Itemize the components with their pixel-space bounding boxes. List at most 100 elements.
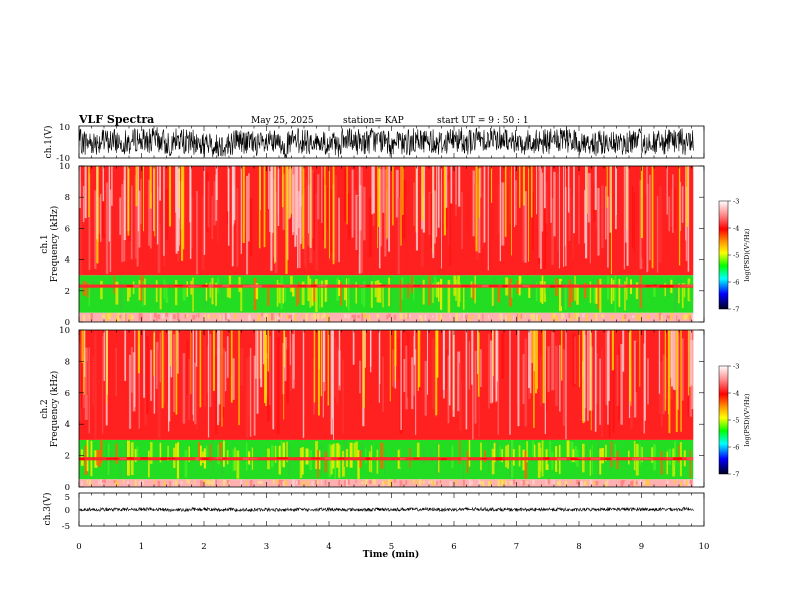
spectrogram-cell	[397, 198, 400, 275]
spectrogram-cell	[474, 350, 477, 424]
spectrogram-streak	[302, 166, 305, 249]
spectrogram-cell	[407, 282, 409, 299]
spectrogram-streak	[149, 166, 152, 209]
spectrogram-cell	[186, 340, 189, 396]
spectrogram-cell	[631, 315, 635, 318]
spectrogram-cell	[290, 342, 293, 392]
spectrogram-streak	[84, 166, 87, 219]
spectrogram-cell	[280, 479, 284, 487]
spectrogram-cell	[138, 280, 141, 301]
spectrogram-streak	[175, 330, 178, 415]
spectrogram-cell	[349, 312, 353, 321]
spectrogram-cell	[207, 479, 210, 486]
spectrogram-streak	[432, 166, 435, 259]
spectrogram-cell	[641, 447, 643, 463]
spectrogram-cell	[491, 285, 495, 306]
spectrogram-cell	[672, 174, 674, 233]
spectrogram-cell	[551, 332, 555, 391]
spectrogram-cell	[570, 441, 574, 463]
spectrogram-streak	[207, 330, 210, 438]
spectrogram-streak	[531, 330, 533, 364]
spectrogram-cell	[662, 354, 665, 415]
spectrogram-cell	[480, 197, 483, 271]
spectrogram-streak	[153, 330, 155, 376]
spectrogram-cell	[572, 449, 575, 462]
time-tick-label: 4	[326, 542, 331, 552]
spectrogram-cell	[604, 285, 611, 287]
ch1-waveform-panel: 10 -10 ch.1(V)	[43, 123, 705, 164]
spectrogram-cell	[301, 446, 304, 475]
spectrogram-cell	[347, 193, 351, 240]
spectrogram-cell	[510, 480, 514, 486]
spectrogram-cell	[363, 186, 366, 241]
spectrogram-cell	[186, 313, 189, 318]
spectrogram-cell	[689, 315, 692, 321]
spectrogram-cell	[587, 450, 590, 476]
spectrogram-cell	[413, 336, 415, 396]
spectrogram-cell	[247, 173, 250, 242]
spectrogram-cell	[560, 312, 564, 320]
spectrogram-cell	[514, 342, 518, 410]
spectrogram-streak	[587, 330, 589, 421]
spectrogram-streak	[573, 166, 575, 234]
spectrogram-cell	[311, 284, 314, 306]
spectrogram-streak	[268, 166, 270, 210]
spectrogram-cell	[447, 355, 450, 424]
spectrogram-cell	[125, 313, 127, 322]
spectrogram-cell	[315, 480, 317, 485]
y-tick-label: 6	[65, 224, 70, 234]
spectrogram-cell	[689, 479, 693, 484]
spectrogram-cell	[249, 198, 253, 256]
spectrogram-cell	[255, 283, 259, 300]
spectrogram-streak	[437, 166, 440, 228]
spectrogram-streak	[606, 166, 608, 208]
spectrogram-cell	[249, 284, 260, 288]
spectrogram-cell	[633, 340, 637, 418]
spectrogram-cell	[236, 312, 239, 319]
spectrogram-cell	[683, 479, 686, 485]
spectrogram-cell	[499, 446, 501, 463]
colorbar-tick-label: -5	[733, 252, 739, 260]
spectrogram-cell	[203, 280, 206, 309]
spectrogram-cell	[635, 481, 639, 485]
spectrogram-cell	[334, 443, 337, 479]
spectrogram-cell	[244, 180, 246, 231]
spectrogram-cell	[651, 315, 654, 319]
spectrogram-cell	[551, 198, 554, 266]
spectrogram-cell	[256, 285, 262, 288]
spectrogram-cell	[261, 312, 264, 317]
spectrogram-streak	[378, 166, 381, 228]
spectrogram-cell	[572, 195, 574, 259]
spectrogram-cell	[247, 314, 252, 321]
spectrogram-cell	[459, 313, 461, 318]
spectrogram-cell	[153, 312, 157, 318]
spectrogram-streak	[544, 330, 546, 434]
spectrogram-cell	[407, 312, 409, 319]
spectrogram-cell	[472, 283, 476, 300]
spectrogram-cell	[326, 285, 330, 305]
spectrogram-streak	[689, 330, 691, 387]
spectrogram-cell	[147, 285, 154, 287]
spectrogram-cell	[330, 189, 333, 253]
spectrogram-cell	[470, 281, 473, 298]
spectrogram-cell	[297, 191, 301, 229]
spectrogram-cell	[480, 480, 484, 485]
spectrogram-cell	[105, 313, 109, 321]
spectrogram-cell	[679, 181, 682, 231]
spectrogram-cell	[297, 480, 300, 485]
spectrogram-streak	[79, 166, 81, 208]
spectrogram-cell	[499, 480, 503, 484]
spectrogram-cell	[180, 480, 183, 485]
spectrogram-cell	[532, 480, 535, 485]
spectrogram-cell	[685, 314, 688, 319]
spectrogram-streak	[445, 166, 448, 208]
spectrogram-cell	[614, 275, 617, 313]
spectrogram-cell	[305, 448, 309, 465]
spectrogram-cell	[355, 194, 359, 251]
spectrogram-cell	[616, 355, 619, 406]
spectrogram-cell	[574, 275, 576, 301]
spectrogram-cell	[376, 280, 380, 303]
spectrogram-streak	[388, 166, 391, 252]
spectrogram-cell	[326, 481, 329, 485]
spectrogram-cell	[493, 442, 496, 463]
